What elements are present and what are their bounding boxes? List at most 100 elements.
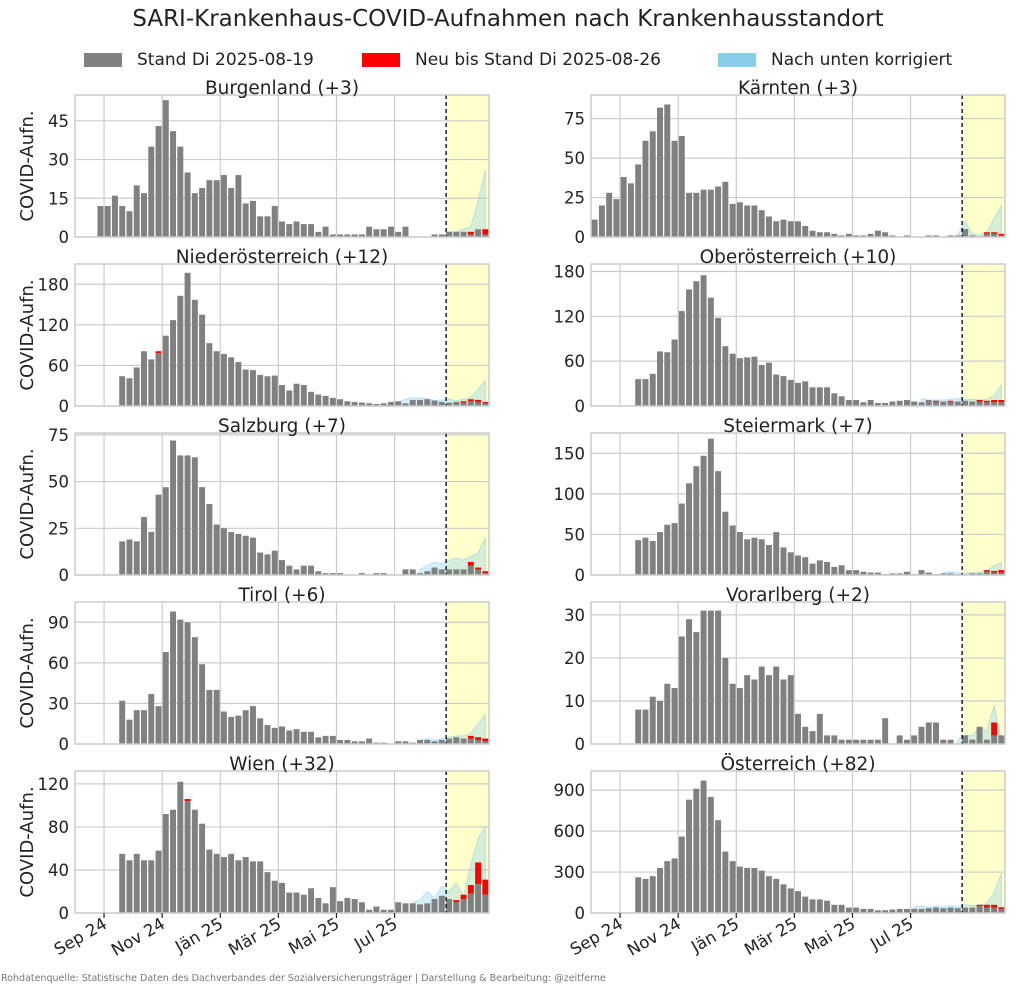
bar-base [322,903,329,913]
legend-label-base: Stand Di 2025-08-19 [137,50,314,70]
bar-base [809,731,816,744]
bar-base [133,367,140,406]
bar-base [446,899,453,913]
plot-frame [590,94,1006,238]
bar-base [933,722,939,744]
bar-new [991,722,998,736]
bar-base [773,531,780,575]
bar-base [853,907,860,913]
bar-base [453,902,460,913]
bar-base [184,455,191,575]
bar-base [257,861,264,913]
y-tick-label: 0 [575,735,586,754]
bar-base [838,235,845,237]
bar-base [395,902,402,913]
bar-base [424,903,431,913]
bar-base [795,382,801,406]
bar-base [242,710,249,744]
bar-base [446,738,453,744]
bar-base [635,709,642,744]
bar-base [729,353,736,406]
bar-base [279,726,285,744]
bar-base [736,688,743,744]
bar-base [765,544,772,575]
bar-base [736,866,743,913]
bar-base [170,611,177,744]
bar-base [664,104,671,237]
bar-base [780,547,787,575]
bar-base [780,376,787,406]
bar-new [467,885,474,894]
bar-base [438,569,445,575]
bar-base [213,524,220,575]
bar-base [119,376,126,406]
y-tick-label: 0 [575,566,586,585]
bar-base [758,210,765,237]
bar-base [969,235,976,237]
bar-base [300,731,307,744]
bar-base [983,402,990,406]
bar-new [991,232,998,234]
bar-base [715,471,722,575]
bar-base [678,836,685,913]
bar-base [119,541,126,575]
bar-base [976,401,983,406]
bar-base [133,853,140,913]
forecast-region [963,602,1005,744]
bar-base [845,739,852,744]
bar-base [744,867,751,913]
bar-base [991,735,998,744]
bar-base [657,351,663,406]
bar-base [693,281,700,406]
bar-base [853,235,860,237]
bar-base [155,850,162,913]
source-note: Rohdatenquelle: Statistische Daten des D… [1,973,606,984]
bar-new [983,904,990,908]
y-tick-label: 80 [48,818,69,837]
bar-base [802,557,809,575]
bar-base [460,899,467,913]
bar-base [773,221,780,237]
bar-base [177,781,184,913]
bar-base [235,860,242,913]
bar-base [475,569,482,575]
bar-base [155,125,162,237]
bar-base [358,402,365,406]
bar-base [402,903,409,913]
bar-base [308,888,315,913]
bar-base [816,560,823,575]
forecast-region [447,264,489,406]
bar-base [315,231,322,237]
bar-base [867,908,874,913]
bar-base [649,540,656,575]
bar-base [460,231,467,237]
bar-base [678,136,685,237]
bar-base [715,610,722,744]
bar-base [671,523,678,575]
bar-base [373,906,380,913]
bar-base [686,483,693,575]
bar-new [482,401,489,404]
bar-base [874,739,881,744]
bar-base [279,385,285,406]
bar-base [729,525,736,575]
bar-base [686,289,693,406]
bar-new [991,570,998,573]
y-tick-label: 60 [564,352,585,371]
bar-base [758,666,765,744]
bar-base [853,739,860,744]
bar-new [947,400,954,402]
bar-base [816,387,823,406]
bar-base [664,861,671,913]
bar-base [824,562,831,575]
y-axis-label: COVID-Aufn. [17,110,38,221]
bar-base [322,735,329,744]
y-tick-label: 600 [554,822,586,841]
bar-base [228,853,235,913]
bar-base [431,899,438,913]
bar-base [838,904,845,913]
y-axis-label: COVID-Aufn. [17,279,38,390]
bar-base [242,203,249,237]
bar-base [831,566,838,575]
